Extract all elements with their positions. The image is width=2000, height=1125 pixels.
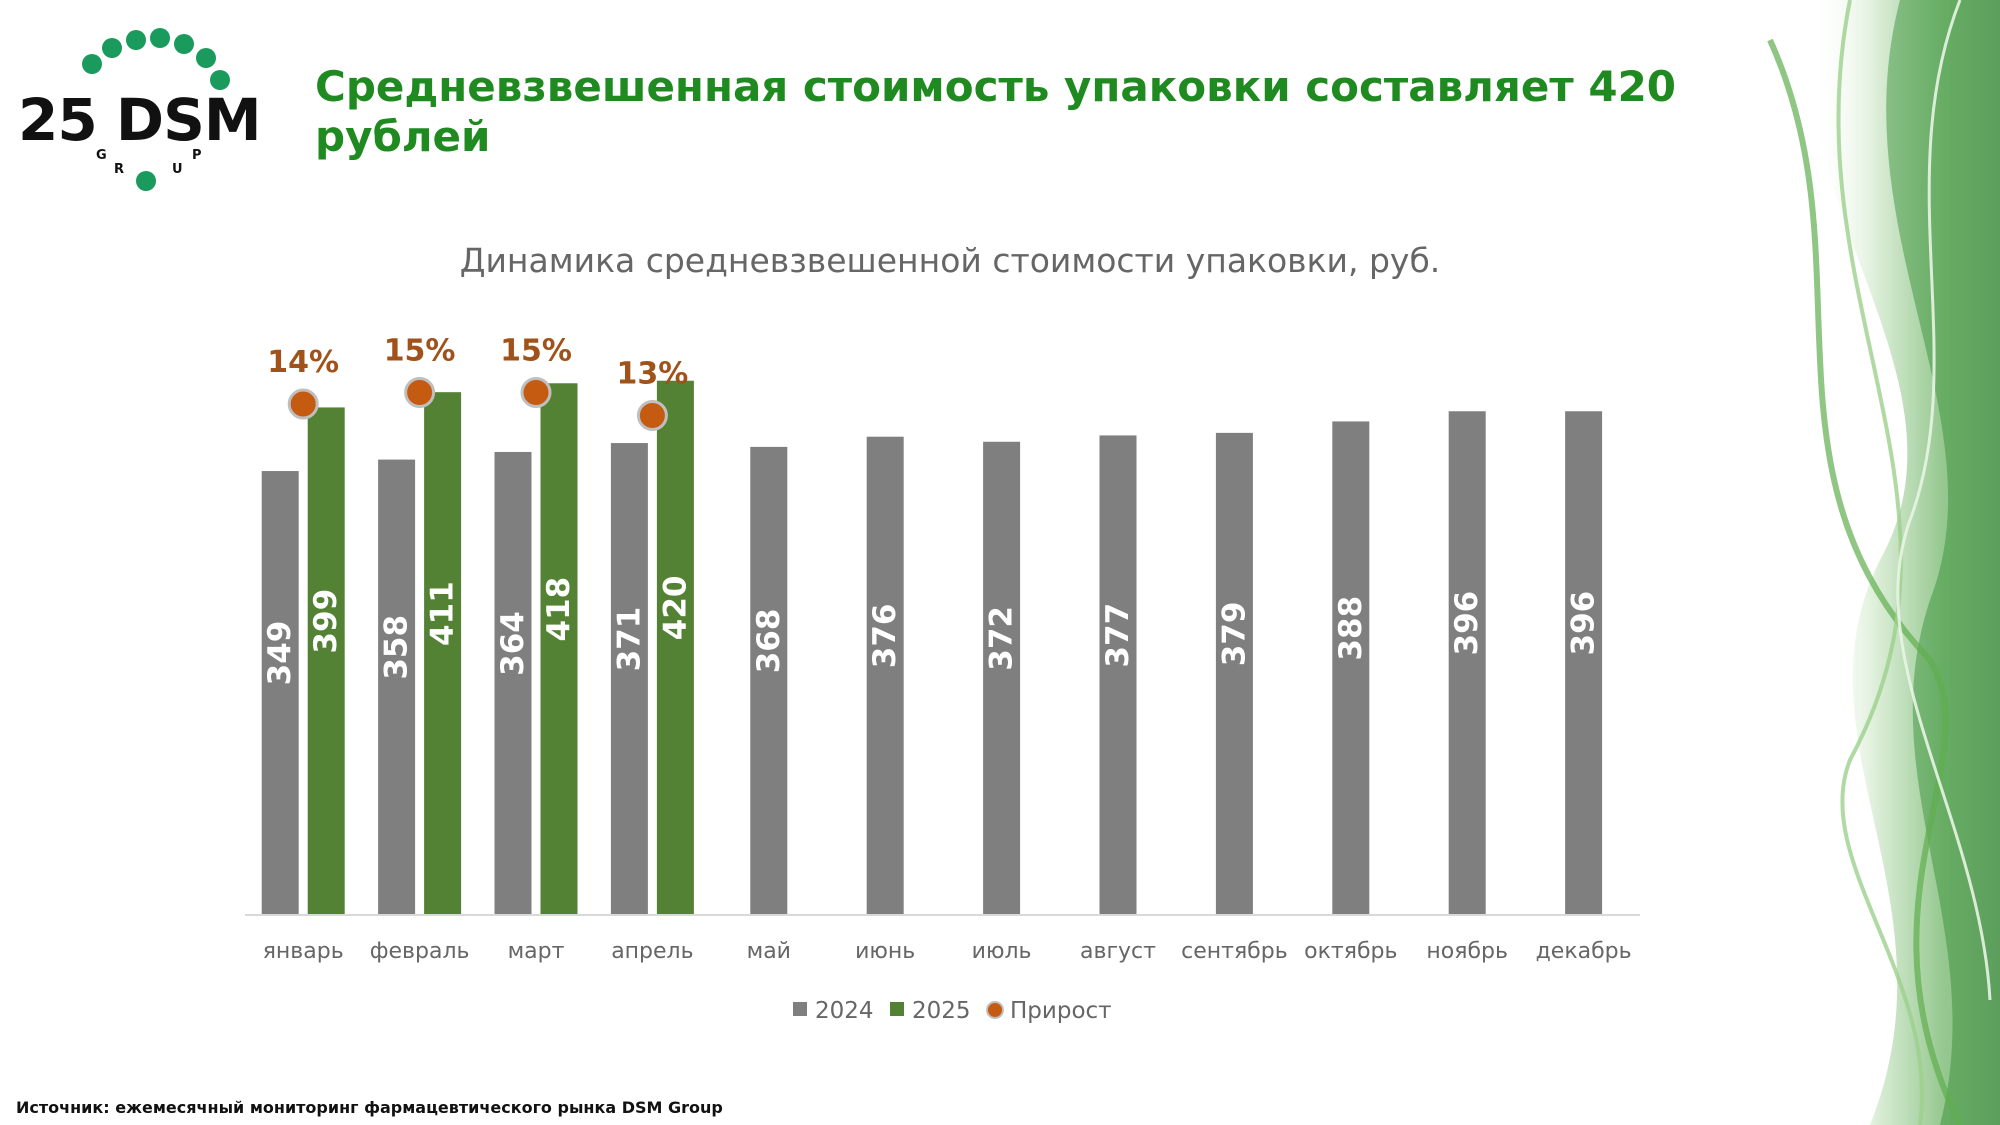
logo-dot <box>196 48 216 68</box>
growth-label: 15% <box>500 334 572 369</box>
data-label-2024: 349 <box>262 621 298 686</box>
bar-2024 <box>610 443 648 915</box>
bar-2024 <box>1565 411 1603 915</box>
data-label-2025: 420 <box>657 576 693 641</box>
x-tick-label: апрель <box>611 939 693 964</box>
logo-dot <box>150 28 170 48</box>
x-tick-label: август <box>1080 939 1156 964</box>
x-tick-label: декабрь <box>1536 939 1632 964</box>
page-title: Средневзвешенная стоимость упаковки сост… <box>315 62 1677 161</box>
bar-2025 <box>540 383 578 915</box>
bar-2024 <box>378 459 416 915</box>
chart-title: Динамика средневзвешенной стоимости упак… <box>460 241 1441 280</box>
logo-dot <box>210 70 230 90</box>
bar-2024 <box>1448 411 1486 915</box>
x-tick-label: март <box>508 939 565 964</box>
legend-label-2024: 2024 <box>815 998 874 1024</box>
growth-label: 15% <box>384 334 456 369</box>
growth-label: 13% <box>616 357 688 392</box>
bar-2024 <box>494 451 532 915</box>
x-tick-label: май <box>747 939 791 964</box>
data-label-2024: 376 <box>867 603 903 668</box>
data-label-2025: 399 <box>308 589 344 654</box>
bar-2024 <box>750 446 788 915</box>
data-label-2024: 364 <box>495 611 531 676</box>
growth-marker <box>636 400 668 431</box>
logo-wordmark: 25 DSM <box>18 86 262 154</box>
data-label-2025: 411 <box>425 581 461 646</box>
logo-group-letter: G <box>96 148 107 163</box>
logo-group-letter: R <box>114 162 125 177</box>
data-label-2024: 368 <box>751 609 787 674</box>
bar-2024 <box>866 436 904 915</box>
dsm-logo: 25 DSM G R O U P <box>10 8 270 193</box>
bar-2024 <box>1099 435 1137 915</box>
bar-2025 <box>424 392 462 915</box>
data-label-2024: 379 <box>1216 602 1252 667</box>
source-note: Источник: ежемесячный мониторинг фармаце… <box>16 1098 723 1117</box>
x-tick-label: январь <box>263 939 344 964</box>
legend-swatch-growth <box>986 1001 1004 1019</box>
logo-dot <box>136 171 156 191</box>
logo-group-letter: U <box>172 162 183 177</box>
logo-dot <box>82 54 102 74</box>
growth-label: 14% <box>267 345 339 380</box>
legend-label-growth: Прирост <box>1010 998 1112 1024</box>
x-tick-label: июль <box>972 939 1032 964</box>
bar-2024 <box>1332 421 1370 915</box>
data-label-2024: 388 <box>1333 596 1369 661</box>
x-tick-label: ноябрь <box>1426 939 1508 964</box>
x-tick-label: сентябрь <box>1181 939 1288 964</box>
data-label-2024: 358 <box>379 615 415 680</box>
bar-2025 <box>307 407 345 915</box>
logo-group-letter: P <box>192 148 202 163</box>
logo-dot <box>174 34 194 54</box>
growth-marker <box>404 377 436 408</box>
data-label-2024: 396 <box>1449 591 1485 656</box>
legend-swatch-2024 <box>793 1002 807 1016</box>
bar-2024 <box>1215 432 1253 915</box>
bar-2024 <box>983 441 1021 915</box>
decorative-ribbon <box>1767 0 2000 1125</box>
bar-2025 <box>656 380 694 915</box>
growth-marker <box>520 377 552 408</box>
x-tick-label: июнь <box>855 939 915 964</box>
legend-label-2025: 2025 <box>912 998 971 1024</box>
data-label-2024: 372 <box>984 606 1020 671</box>
data-label-2025: 418 <box>541 577 577 642</box>
logo-dot <box>126 30 146 50</box>
data-label-2024: 396 <box>1566 591 1602 656</box>
logo-dot <box>102 38 122 58</box>
x-tick-label: февраль <box>370 939 470 964</box>
x-tick-label: октябрь <box>1304 939 1397 964</box>
legend-swatch-2025 <box>890 1002 904 1016</box>
bar-2024 <box>261 471 299 915</box>
data-label-2024: 377 <box>1100 603 1136 668</box>
data-label-2024: 371 <box>611 607 647 672</box>
growth-marker <box>287 388 319 420</box>
legend: 2024 2025 Прирост <box>793 998 1112 1024</box>
